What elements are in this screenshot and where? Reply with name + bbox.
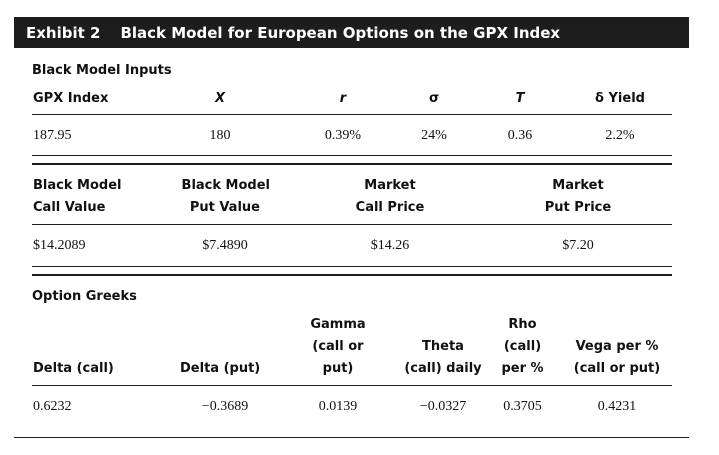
exhibit-banner: Exhibit 2 Black Model for European Optio… <box>14 17 689 48</box>
header-gamma-2: (call or <box>312 339 364 354</box>
header-model-call-2: Call Value <box>33 200 106 215</box>
value-vega: 0.4231 <box>597 399 637 414</box>
header-rho-1: Rho <box>508 317 537 332</box>
values-bottom-rule-1 <box>32 266 672 267</box>
value-market-put: $7.20 <box>562 238 594 253</box>
header-rho-3: per % <box>501 361 544 376</box>
inputs-bottom-rule-2 <box>32 163 672 165</box>
value-gamma: 0.0139 <box>318 399 358 414</box>
value-model-call: $14.2089 <box>33 238 86 253</box>
header-rate: r <box>339 91 347 106</box>
header-vega-1: Vega per % <box>575 339 659 354</box>
header-time: T <box>515 91 525 106</box>
value-model-put: $7.4890 <box>202 238 248 253</box>
header-gamma-3: put) <box>322 361 354 376</box>
header-model-call-1: Black Model <box>33 178 122 193</box>
header-market-put-1: Market <box>552 178 604 193</box>
value-rho: 0.3705 <box>503 399 542 414</box>
greeks-header-rule <box>32 385 672 386</box>
header-vega-2: (call or put) <box>573 361 661 376</box>
value-strike: 180 <box>209 128 231 143</box>
header-model-put-1: Black Model <box>181 178 270 193</box>
header-market-put-2: Put Price <box>544 200 612 215</box>
header-market-call-1: Market <box>364 178 416 193</box>
value-delta-call: 0.6232 <box>33 399 72 414</box>
inputs-header-rule <box>32 114 672 115</box>
value-gpx-index: 187.95 <box>33 128 72 143</box>
inputs-section-title: Black Model Inputs <box>32 63 172 78</box>
header-div-yield: δ Yield <box>595 91 645 106</box>
value-rate: 0.39% <box>324 128 362 143</box>
header-sigma: σ <box>428 91 440 106</box>
value-time: 0.36 <box>507 128 533 143</box>
header-delta-put: Delta (put) <box>180 361 261 376</box>
value-sigma: 24% <box>421 128 447 143</box>
header-theta-1: Theta <box>422 339 464 354</box>
value-theta: −0.0327 <box>419 399 467 414</box>
header-theta-2: (call) daily <box>404 361 482 376</box>
exhibit-number: Exhibit 2 <box>26 23 101 42</box>
header-delta-call: Delta (call) <box>33 361 114 376</box>
header-gpx-index: GPX Index <box>33 91 109 106</box>
header-market-call-2: Call Price <box>355 200 425 215</box>
values-bottom-rule-2 <box>32 274 672 276</box>
header-model-put-2: Put Value <box>189 200 260 215</box>
greeks-section-title: Option Greeks <box>32 289 137 304</box>
inputs-bottom-rule-1 <box>32 155 672 156</box>
value-div-yield: 2.2% <box>605 128 635 143</box>
header-rho-2: (call) <box>503 339 542 354</box>
header-gamma-1: Gamma <box>310 317 366 332</box>
value-market-call: $14.26 <box>370 238 410 253</box>
value-delta-put: −0.3689 <box>201 399 249 414</box>
exhibit-title: Black Model for European Options on the … <box>120 23 561 42</box>
values-header-rule <box>32 224 672 225</box>
header-strike: X <box>214 91 226 106</box>
exhibit-bottom-rule <box>14 437 689 438</box>
